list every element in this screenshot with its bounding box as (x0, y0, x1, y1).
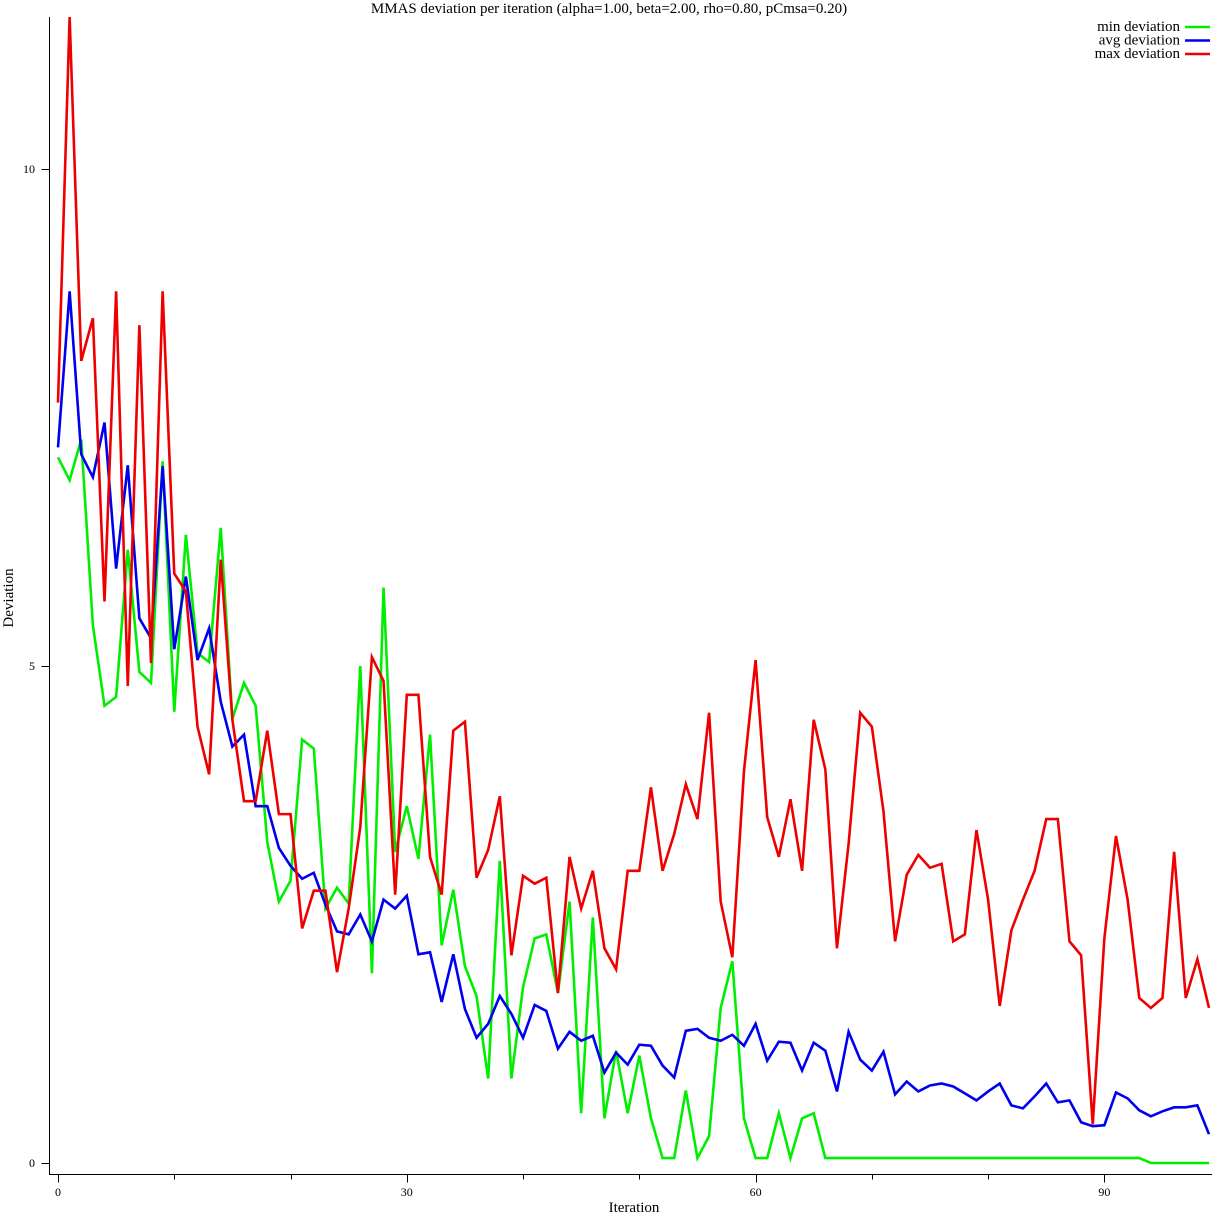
series-line-min-deviation (56, 439, 1209, 1165)
y-tick-label: 0 (29, 1156, 35, 1170)
x-tick-label: 60 (750, 1185, 762, 1199)
chart-title: MMAS deviation per iteration (alpha=1.00… (371, 1, 847, 17)
y-axis-label: Deviation (1, 568, 17, 628)
x-tick-label: 0 (55, 1185, 61, 1199)
tick-labels: 0 30 60 90 0 5 10 (23, 162, 1110, 1199)
y-tick-label: 5 (29, 659, 35, 673)
legend-label-max: max deviation (1095, 46, 1181, 62)
x-tick-label: 30 (401, 1185, 413, 1199)
axes (49, 17, 1212, 1175)
legend-label-avg: avg deviation (1099, 33, 1181, 49)
y-tick-label: 10 (23, 162, 35, 176)
series-line-avg-deviation (56, 291, 1211, 1135)
series-group (56, 16, 1211, 1165)
x-tick-label: 90 (1098, 1185, 1110, 1199)
series-line-max-deviation (56, 16, 1211, 1125)
x-axis-label: Iteration (609, 1200, 660, 1216)
legend-label-min: min deviation (1097, 19, 1180, 35)
ticks (41, 169, 1105, 1183)
